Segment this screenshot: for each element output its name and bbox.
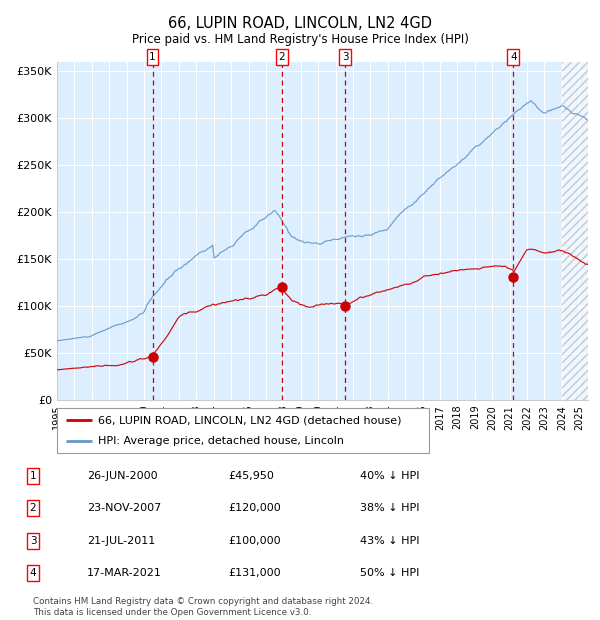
- Text: £131,000: £131,000: [228, 568, 281, 578]
- Text: 17-MAR-2021: 17-MAR-2021: [87, 568, 162, 578]
- Text: 66, LUPIN ROAD, LINCOLN, LN2 4GD: 66, LUPIN ROAD, LINCOLN, LN2 4GD: [168, 16, 432, 31]
- Text: 4: 4: [29, 568, 37, 578]
- Text: £100,000: £100,000: [228, 536, 281, 546]
- Text: 1: 1: [29, 471, 37, 481]
- Text: 66, LUPIN ROAD, LINCOLN, LN2 4GD (detached house): 66, LUPIN ROAD, LINCOLN, LN2 4GD (detach…: [98, 415, 401, 425]
- Text: 50% ↓ HPI: 50% ↓ HPI: [360, 568, 419, 578]
- Text: 26-JUN-2000: 26-JUN-2000: [87, 471, 158, 481]
- Text: Price paid vs. HM Land Registry's House Price Index (HPI): Price paid vs. HM Land Registry's House …: [131, 33, 469, 45]
- Text: 2: 2: [278, 52, 285, 62]
- Text: £45,950: £45,950: [228, 471, 274, 481]
- Text: 3: 3: [342, 52, 349, 62]
- Text: 1: 1: [149, 52, 156, 62]
- Text: 2: 2: [29, 503, 37, 513]
- Text: £120,000: £120,000: [228, 503, 281, 513]
- Text: 4: 4: [510, 52, 517, 62]
- Text: HPI: Average price, detached house, Lincoln: HPI: Average price, detached house, Linc…: [98, 435, 344, 446]
- Bar: [562, 62, 588, 400]
- Text: 43% ↓ HPI: 43% ↓ HPI: [360, 536, 419, 546]
- Text: 38% ↓ HPI: 38% ↓ HPI: [360, 503, 419, 513]
- Text: 21-JUL-2011: 21-JUL-2011: [87, 536, 155, 546]
- Bar: [562, 62, 588, 400]
- Text: 23-NOV-2007: 23-NOV-2007: [87, 503, 161, 513]
- Text: 3: 3: [29, 536, 37, 546]
- Text: 40% ↓ HPI: 40% ↓ HPI: [360, 471, 419, 481]
- Text: Contains HM Land Registry data © Crown copyright and database right 2024.
This d: Contains HM Land Registry data © Crown c…: [33, 598, 373, 617]
